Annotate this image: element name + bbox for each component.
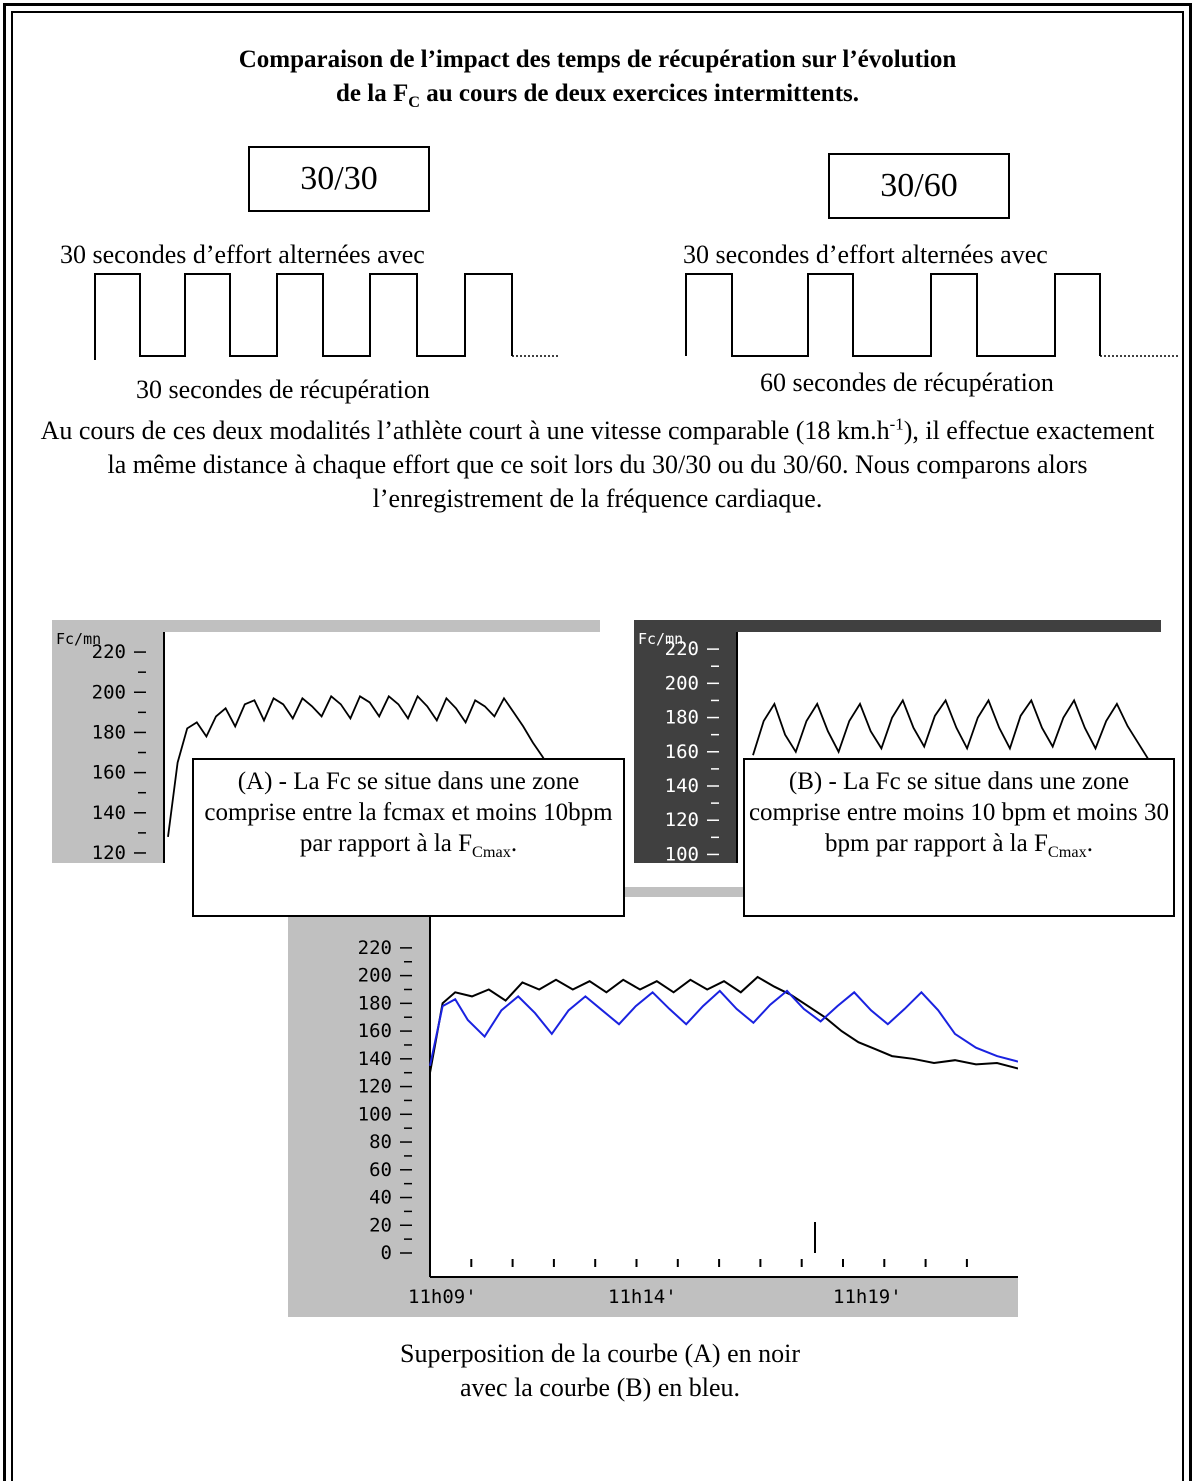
- y-tick-label: 100: [665, 843, 699, 863]
- y-tick-label: 100: [358, 1103, 392, 1125]
- protocol-box-30-30: 30/30: [248, 146, 430, 212]
- y-tick-label: 140: [92, 802, 126, 824]
- callout-a: (A) - La Fc se situe dans une zone compr…: [192, 758, 625, 917]
- description-paragraph: Au cours de ces deux modalités l’athlète…: [40, 414, 1155, 513]
- chart-superposition: Fc/mn02040608010012014016018020022011h09…: [288, 887, 1018, 1317]
- y-tick-label: 200: [665, 672, 699, 694]
- y-tick-label: 200: [92, 681, 126, 703]
- y-tick-label: 220: [358, 937, 392, 959]
- y-tick-label: 140: [665, 775, 699, 797]
- series-line-1: [429, 975, 1018, 1073]
- y-tick-label: 0: [381, 1242, 392, 1264]
- y-tick-label: 200: [358, 965, 392, 987]
- series-line-2: [429, 989, 1018, 1067]
- y-tick-label: 80: [369, 1131, 392, 1153]
- x-tick-label: 11h09': [408, 1286, 477, 1308]
- caption-line-2: avec la courbe (B) en bleu.: [459, 1373, 741, 1402]
- x-tick-label: 11h19': [833, 1286, 902, 1308]
- page-title: Comparaison de l’impact des temps de réc…: [60, 43, 1135, 111]
- series-line-1: [752, 698, 1150, 761]
- y-tick-label: 40: [369, 1187, 392, 1209]
- y-tick-label: 20: [369, 1214, 392, 1236]
- series-line-1: [167, 694, 553, 838]
- title-line-1: Comparaison de l’impact des temps de réc…: [238, 46, 957, 73]
- x-tick-label: 11h14': [608, 1286, 677, 1308]
- y-tick-label: 220: [665, 638, 699, 660]
- figure-caption: Superposition de la courbe (A) en noir a…: [300, 1337, 900, 1405]
- title-line-2: de la FC au cours de deux exercices inte…: [336, 80, 859, 111]
- y-axis-label: Fc/mn: [638, 630, 683, 648]
- y-tick-label: 180: [92, 721, 126, 743]
- y-tick-label: 120: [665, 809, 699, 831]
- plot-area: [430, 897, 1018, 1277]
- y-tick-label: 120: [92, 842, 126, 863]
- inner-border: [11, 11, 1184, 1481]
- y-tick-label: 120: [358, 1076, 392, 1098]
- callout-b: (B) - La Fc se situe dans une zone compr…: [743, 758, 1175, 917]
- y-tick-label: 180: [665, 707, 699, 729]
- y-tick-label: 160: [665, 741, 699, 763]
- effort-text-right: 30 secondes d’effort alternées avec: [683, 240, 1048, 269]
- y-tick-label: 160: [358, 1020, 392, 1042]
- recovery-text-left: 30 secondes de récupération: [136, 375, 430, 404]
- y-tick-label: 180: [358, 992, 392, 1014]
- y-tick-label: 160: [92, 762, 126, 784]
- outer-border: [3, 3, 1192, 1481]
- effort-text-left: 30 secondes d’effort alternées avec: [60, 240, 425, 269]
- y-tick-label: 60: [369, 1159, 392, 1181]
- y-axis-label: Fc/mn: [56, 630, 101, 648]
- y-tick-label: 140: [358, 1048, 392, 1070]
- caption-line-1: Superposition de la courbe (A) en noir: [399, 1339, 800, 1368]
- y-tick-label: 220: [92, 641, 126, 663]
- protocol-box-30-60: 30/60: [828, 153, 1010, 219]
- square-wave-30-30: [94, 273, 560, 360]
- square-wave-30-60: [685, 273, 1180, 357]
- recovery-text-right: 60 secondes de récupération: [760, 368, 1054, 397]
